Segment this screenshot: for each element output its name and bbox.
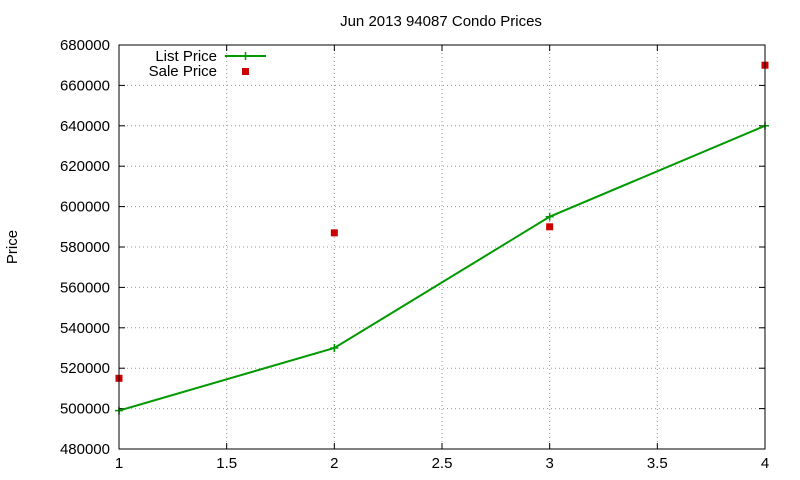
x-tick-label: 1 <box>115 455 123 472</box>
legend-label-list-price: List Price <box>155 48 217 65</box>
plot-border <box>118 44 766 450</box>
y-tick-label: 660000 <box>60 77 110 94</box>
y-tick-label: 640000 <box>60 118 110 135</box>
legend-label-sale-price: Sale Price <box>149 63 217 80</box>
x-tick-label: 2.5 <box>432 455 453 472</box>
chart-title: Jun 2013 94087 Condo Prices <box>340 13 542 30</box>
legend-marker-list-price <box>241 52 250 60</box>
y-tick-label: 600000 <box>60 199 110 216</box>
x-tick-label: 3.5 <box>647 455 668 472</box>
x-tick-label: 3 <box>545 455 553 472</box>
list-price-point <box>330 344 339 352</box>
y-tick-label: 500000 <box>60 401 110 418</box>
y-tick-label: 680000 <box>60 37 110 54</box>
x-tick-label: 1.5 <box>216 455 237 472</box>
axis-ticks: 1 1.5 2 2.5 3 3.5 4 480000 500000 520000 540000 560… <box>60 37 769 472</box>
list-price-point <box>545 212 554 221</box>
sale-price-point <box>546 223 554 231</box>
legend-sample-sale-price <box>242 68 249 75</box>
y-tick-label: 620000 <box>60 158 110 175</box>
grid-lines <box>119 45 765 449</box>
y-axis-label: Price <box>4 230 21 264</box>
y-tick-label: 520000 <box>60 360 110 377</box>
legend: List Price Sale Price <box>149 48 266 80</box>
y-tick-label: 480000 <box>60 441 110 458</box>
y-tick-label: 560000 <box>60 279 110 296</box>
sale-price-point <box>330 229 338 237</box>
y-tick-label: 540000 <box>60 320 110 337</box>
x-tick-label: 2 <box>330 455 338 472</box>
list-price-line <box>118 124 766 412</box>
x-tick-label: 4 <box>761 455 769 472</box>
y-tick-label: 580000 <box>60 239 110 256</box>
